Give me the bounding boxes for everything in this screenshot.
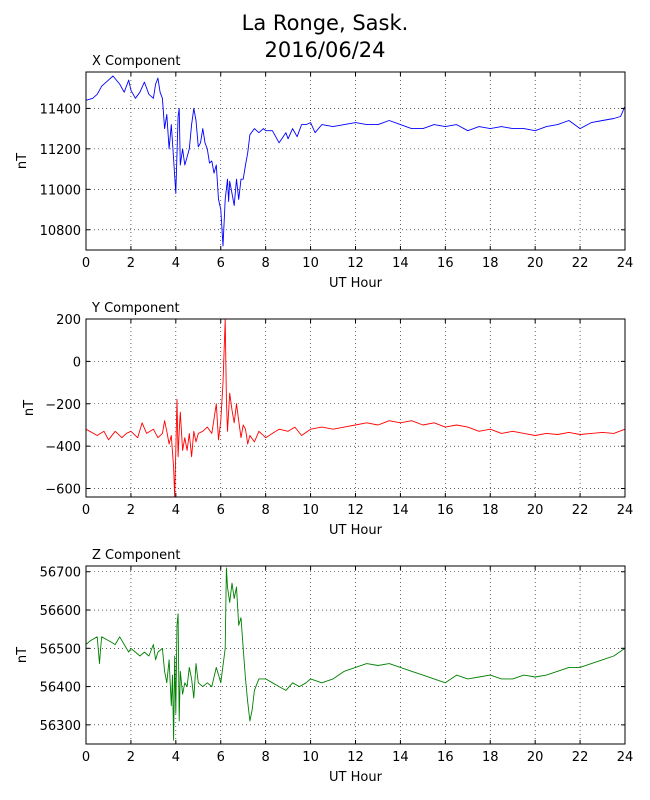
y-tick-label: 56600 <box>40 604 81 619</box>
x-tick-label: 10 <box>302 256 319 271</box>
chart-title-line-1: La Ronge, Sask. <box>241 11 409 35</box>
x-tick-label: 14 <box>392 503 409 518</box>
x-tick-label: 16 <box>437 503 454 518</box>
x-tick-label: 14 <box>392 750 409 765</box>
x-tick-label: 18 <box>482 750 499 765</box>
y-axis-label: nT <box>15 647 30 663</box>
y-tick-label: −200 <box>45 398 81 413</box>
x-tick-label: 22 <box>572 503 589 518</box>
y-tick-label: 11400 <box>40 102 81 117</box>
x-axis-label: UT Hour <box>329 770 383 785</box>
x-tick-label: 4 <box>172 503 180 518</box>
x-tick-label: 12 <box>347 503 364 518</box>
x-tick-label: 22 <box>572 750 589 765</box>
x-tick-label: 10 <box>302 750 319 765</box>
panel-title: Z Component <box>92 548 181 563</box>
x-tick-label: 18 <box>482 256 499 271</box>
x-tick-label: 22 <box>572 256 589 271</box>
chart-title-line-2: 2016/06/24 <box>264 38 386 62</box>
series-line-1 <box>85 318 626 498</box>
x-tick-label: 0 <box>82 503 90 518</box>
x-tick-label: 2 <box>127 750 135 765</box>
x-axis-label: UT Hour <box>329 276 383 291</box>
x-tick-label: 24 <box>617 750 634 765</box>
x-tick-label: 2 <box>127 256 135 271</box>
x-tick-label: 12 <box>347 750 364 765</box>
y-axis-label: nT <box>15 153 30 169</box>
x-tick-label: 24 <box>617 503 634 518</box>
series-line-1 <box>85 75 626 247</box>
y-axis-label: nT <box>22 400 37 416</box>
x-tick-label: 8 <box>262 256 270 271</box>
y-tick-label: 11000 <box>40 183 81 198</box>
y-tick-label: 0 <box>73 355 81 370</box>
x-tick-label: 24 <box>617 256 634 271</box>
x-tick-label: 18 <box>482 503 499 518</box>
x-tick-label: 2 <box>127 503 135 518</box>
x-tick-label: 16 <box>437 750 454 765</box>
y-tick-label: −600 <box>45 483 81 498</box>
panel-1: 0 2 4 6 8 10 12 14 16 18 20 22 241080011000112001140… <box>15 54 633 291</box>
x-tick-label: 8 <box>262 750 270 765</box>
y-tick-label: 56300 <box>40 719 81 734</box>
panel-3: 0 2 4 6 8 10 12 14 16 18 20 22 245630056400565005660… <box>15 548 633 785</box>
y-tick-label: −400 <box>45 440 81 455</box>
series-line-1 <box>85 567 626 741</box>
x-tick-label: 8 <box>262 503 270 518</box>
chart-title: La Ronge, Sask. 2016/06/24 <box>0 10 650 64</box>
y-tick-label: 10800 <box>40 224 81 239</box>
x-tick-label: 14 <box>392 256 409 271</box>
panel-title: Y Component <box>91 301 180 316</box>
y-tick-label: 11200 <box>40 143 81 158</box>
x-tick-label: 6 <box>217 750 225 765</box>
x-axis-label: UT Hour <box>329 523 383 538</box>
x-tick-label: 6 <box>217 256 225 271</box>
x-tick-label: 20 <box>527 256 544 271</box>
x-tick-label: 0 <box>82 750 90 765</box>
y-tick-label: 200 <box>56 313 81 328</box>
x-tick-label: 20 <box>527 503 544 518</box>
panel-title: X Component <box>92 54 181 69</box>
y-tick-label: 56500 <box>40 642 81 657</box>
y-tick-label: 56700 <box>40 566 81 581</box>
x-tick-label: 12 <box>347 256 364 271</box>
x-tick-label: 16 <box>437 256 454 271</box>
x-tick-label: 4 <box>172 256 180 271</box>
x-tick-label: 6 <box>217 503 225 518</box>
x-tick-label: 10 <box>302 503 319 518</box>
x-tick-label: 4 <box>172 750 180 765</box>
x-tick-label: 20 <box>527 750 544 765</box>
x-tick-label: 0 <box>82 256 90 271</box>
y-tick-label: 56400 <box>40 681 81 696</box>
